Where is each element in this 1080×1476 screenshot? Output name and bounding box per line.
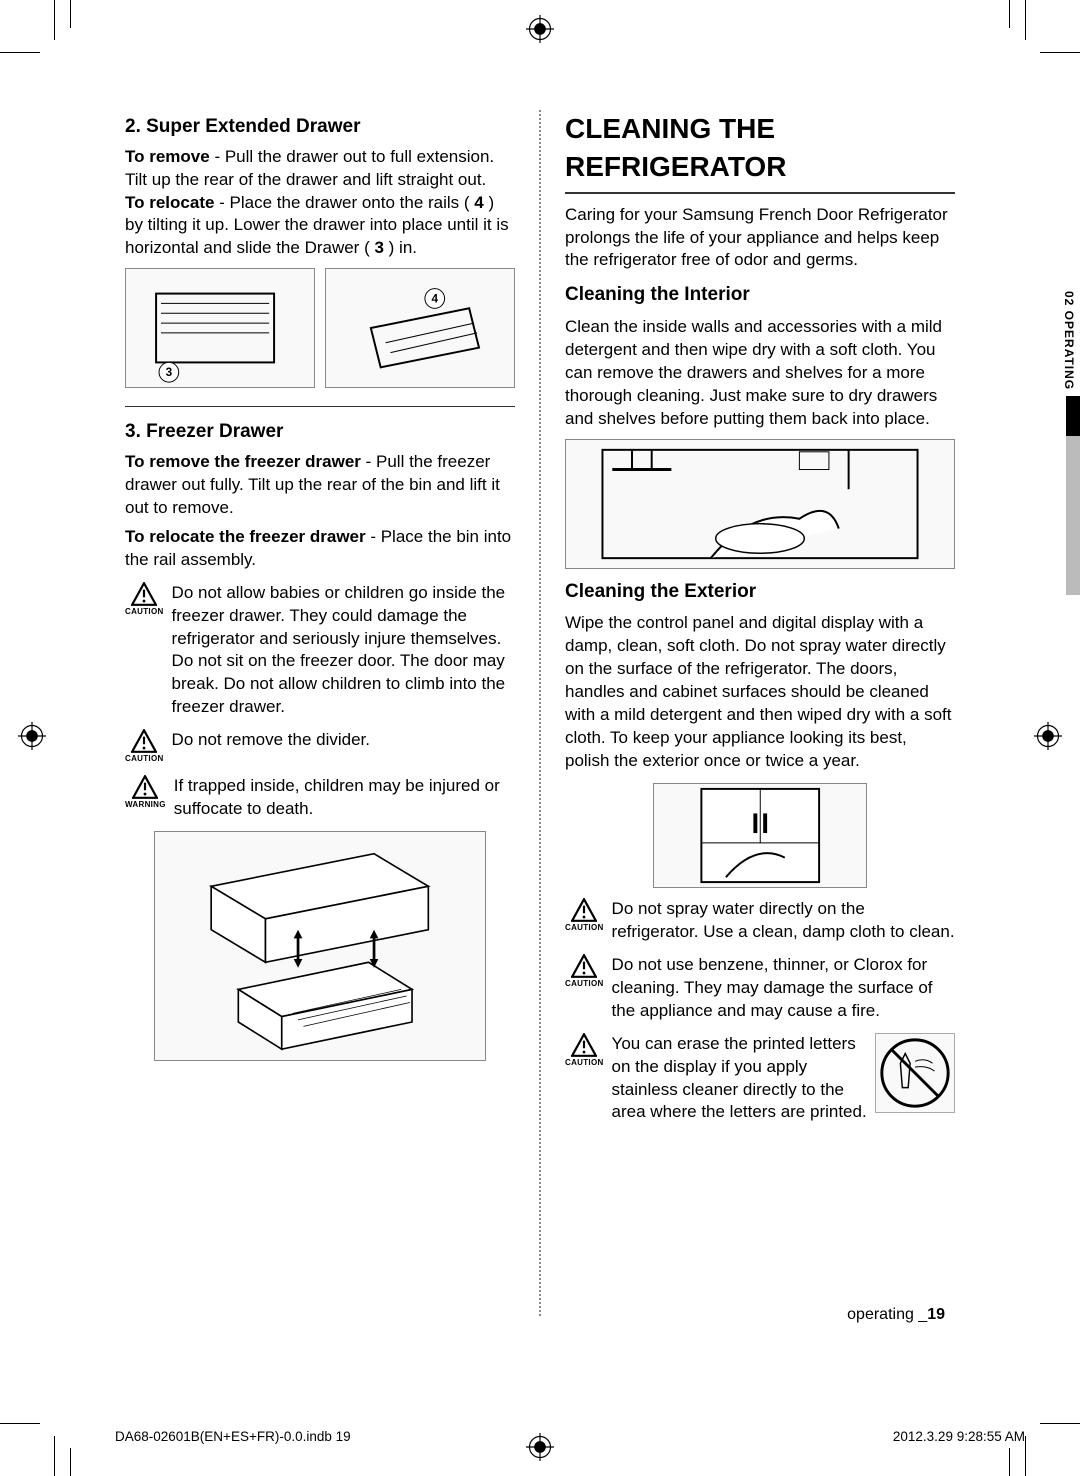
caution-block: CAUTION Do not allow babies or children … [125, 582, 515, 720]
caution-block: CAUTION Do not remove the divider. [125, 729, 515, 765]
svg-text:3: 3 [166, 366, 173, 380]
caution-text: Do not allow babies or children go insid… [172, 582, 515, 720]
warning-block: WARNING If trapped inside, children may … [125, 775, 515, 821]
caution-block: CAUTION You can erase the printed letter… [565, 1033, 955, 1125]
registration-mark-icon [18, 722, 46, 750]
caution-text: Do not use benzene, thinner, or Clorox f… [612, 954, 955, 1023]
print-timestamp: 2012.3.29 9:28:55 AM [893, 1428, 1025, 1446]
heading-freezer-drawer: 3. Freezer Drawer [125, 419, 515, 445]
figure-freezer-drawer [154, 831, 486, 1061]
registration-mark-icon [526, 15, 554, 43]
caution-icon [571, 954, 597, 978]
heading-cleaning-refrigerator: CLEANING THE REFRIGERATOR [565, 110, 955, 186]
caution-icon [571, 898, 597, 922]
caution-text: You can erase the printed letters on the… [612, 1033, 867, 1125]
figure-cleaning-exterior [653, 783, 868, 888]
drawer-figures: 3 4 [125, 268, 515, 388]
figure-drawer-relocate: 4 [325, 268, 515, 388]
paragraph: Wipe the control panel and digital displ… [565, 612, 955, 773]
warning-text: If trapped inside, children may be injur… [174, 775, 515, 821]
paragraph: Clean the inside walls and accessories w… [565, 316, 955, 431]
caution-icon [131, 729, 157, 753]
caution-text: Do not spray water directly on the refri… [612, 898, 955, 944]
caution-block: CAUTION Do not use benzene, thinner, or … [565, 954, 955, 1023]
print-metadata: DA68-02601B(EN+ES+FR)-0.0.indb 19 2012.3… [115, 1428, 1025, 1446]
left-column: 2. Super Extended Drawer To remove - Pul… [125, 110, 515, 1316]
caution-icon [571, 1033, 597, 1057]
right-column: CLEANING THE REFRIGERATOR Caring for you… [565, 110, 955, 1316]
registration-mark-icon [1034, 722, 1062, 750]
intro-text: Caring for your Samsung French Door Refr… [565, 204, 955, 273]
paragraph: To remove - Pull the drawer out to full … [125, 146, 515, 261]
figure-cleaning-interior [565, 439, 955, 569]
figure-no-spray-icon [875, 1033, 955, 1113]
caution-text: Do not remove the divider. [172, 729, 515, 752]
caution-icon [131, 582, 157, 606]
svg-text:4: 4 [431, 292, 438, 306]
section-tab-label: 02 OPERATING [1060, 285, 1080, 396]
heading-super-extended-drawer: 2. Super Extended Drawer [125, 114, 515, 140]
heading-cleaning-interior: Cleaning the Interior [565, 282, 955, 308]
warning-icon [132, 775, 158, 799]
heading-cleaning-exterior: Cleaning the Exterior [565, 579, 955, 605]
figure-drawer-remove: 3 [125, 268, 315, 388]
paragraph: To relocate the freezer drawer - Place t… [125, 526, 515, 572]
paragraph: To remove the freezer drawer - Pull the … [125, 451, 515, 520]
print-filename: DA68-02601B(EN+ES+FR)-0.0.indb 19 [115, 1428, 351, 1446]
section-tab: 02 OPERATING [1060, 285, 1080, 595]
page-footer: operating _19 [847, 1304, 945, 1326]
caution-block: CAUTION Do not spray water directly on t… [565, 898, 955, 944]
